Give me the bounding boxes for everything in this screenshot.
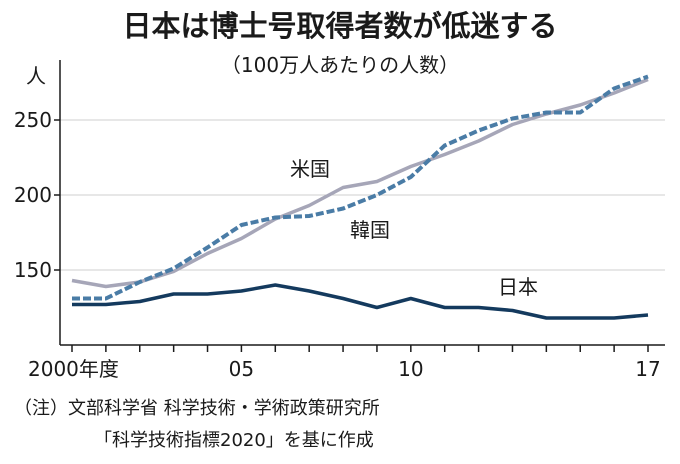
x-tick-label: 17 bbox=[635, 357, 660, 381]
y-axis-unit-label: 人 bbox=[26, 64, 46, 88]
series-line-us bbox=[71, 77, 649, 289]
y-tick-label: 200 bbox=[14, 183, 52, 207]
series-label-japan: 日本 bbox=[498, 275, 538, 299]
x-axis-ticks bbox=[71, 345, 649, 352]
chart-title: 日本は博士号取得者数が低迷する bbox=[122, 9, 557, 43]
y-axis-ticks: 150 200 250 bbox=[14, 108, 60, 282]
chart-subtitle: （100万人あたりの人数） bbox=[221, 53, 459, 77]
series-line-japan bbox=[72, 283, 649, 320]
y-tick-label: 150 bbox=[14, 258, 52, 282]
x-tick-label: 10 bbox=[398, 357, 423, 381]
series-label-korea: 韓国 bbox=[350, 218, 390, 242]
source-note-line2: 「科学技術指標2020」を基に作成 bbox=[94, 430, 374, 451]
gridlines bbox=[60, 119, 665, 271]
series-lines bbox=[71, 74, 649, 320]
x-tick-label: 2000年度 bbox=[28, 357, 119, 381]
series-line-korea bbox=[72, 74, 649, 301]
source-note-line1: （注）文部科学省 科学技術・学術政策研究所 bbox=[14, 398, 380, 419]
series-label-us: 米国 bbox=[290, 157, 330, 181]
x-tick-label: 05 bbox=[229, 357, 254, 381]
x-axis-tick-labels: 2000年度 05 10 17 bbox=[28, 357, 661, 381]
y-tick-label: 250 bbox=[14, 108, 52, 132]
